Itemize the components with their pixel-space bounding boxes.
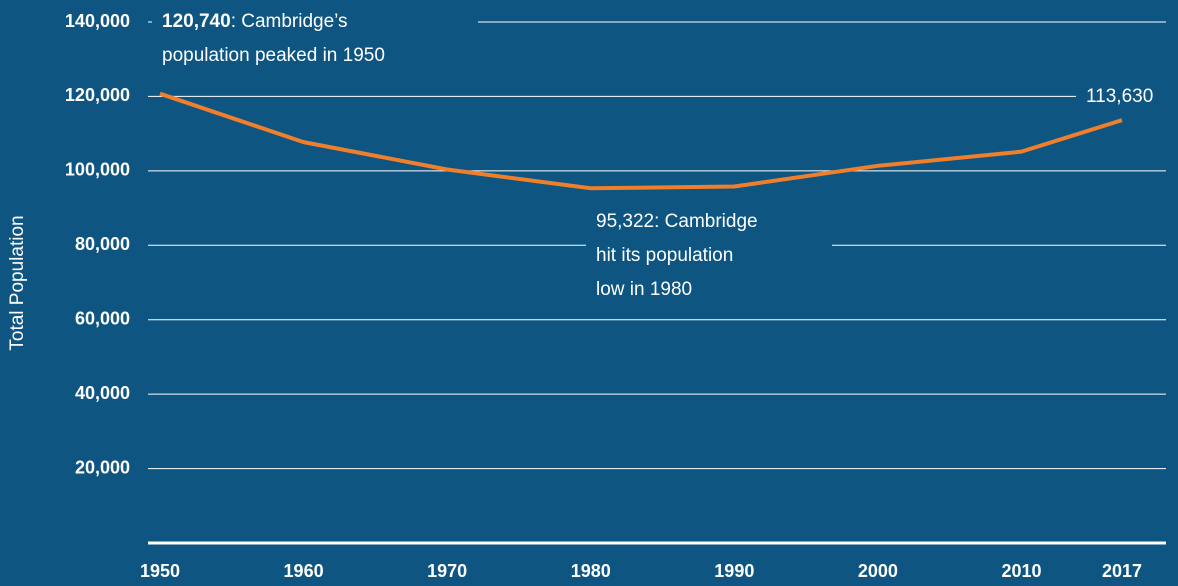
y-tick-label: 120,000	[65, 85, 130, 105]
y-tick-label: 100,000	[65, 160, 130, 180]
annotation-line: 95,322: Cambridge	[596, 211, 758, 232]
x-tick-label: 1980	[571, 561, 611, 581]
annotation-line: population peaked in 1950	[162, 45, 385, 66]
annotation-background	[586, 205, 832, 305]
annotation-line: hit its population	[596, 245, 733, 266]
x-tick-label: 1960	[284, 561, 324, 581]
annotation-line: : Cambridge’s	[231, 11, 348, 32]
x-tick-label: 1950	[140, 561, 180, 581]
annotation: 120,740: Cambridge’s population peaked in…	[162, 11, 385, 66]
y-tick-label: 80,000	[75, 234, 130, 254]
annotation-bold: 120,740	[162, 11, 231, 32]
x-tick-label: 2017	[1102, 561, 1142, 581]
x-tick-label: 2000	[858, 561, 898, 581]
series-line	[159, 91, 1123, 191]
y-tick-label: 60,000	[75, 308, 130, 328]
x-tick-label: 1970	[427, 561, 467, 581]
annotation-background	[152, 6, 478, 74]
annotation-line: low in 1980	[596, 279, 692, 300]
annotation-line: 113,630	[1086, 86, 1153, 107]
y-tick-label: 40,000	[75, 383, 130, 403]
y-tick-label: 140,000	[65, 11, 130, 31]
x-tick-label: 2010	[1001, 561, 1041, 581]
y-tick-label: 20,000	[75, 457, 130, 477]
y-axis-label: Total Population	[7, 215, 28, 350]
annotation-background	[1076, 84, 1172, 112]
annotation: 113,630	[1086, 86, 1153, 107]
x-tick-label: 1990	[714, 561, 754, 581]
annotation: 95,322: Cambridge hit its population low i…	[596, 211, 758, 300]
